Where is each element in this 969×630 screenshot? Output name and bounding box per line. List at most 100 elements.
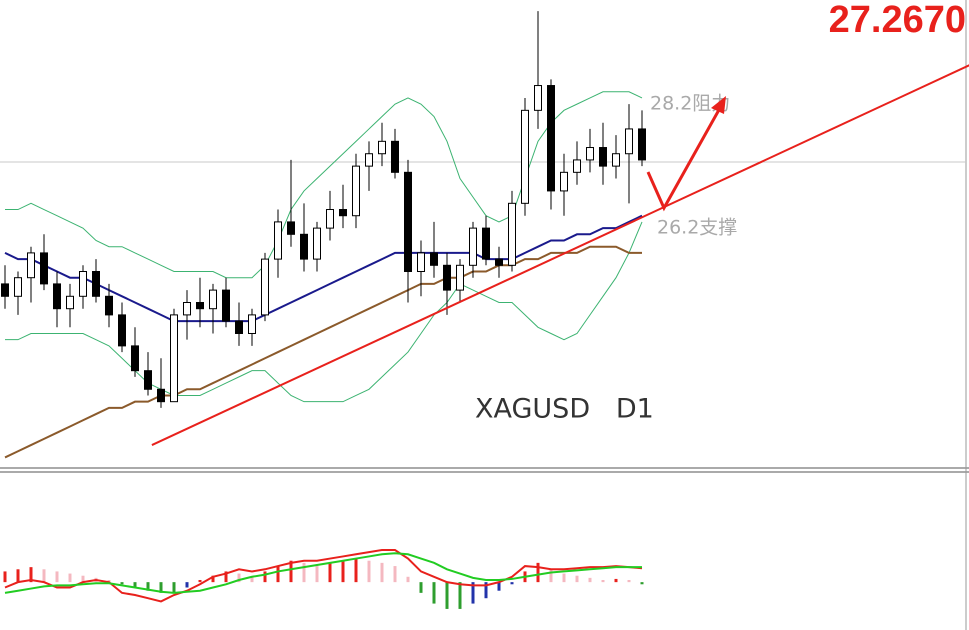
candle-body <box>456 264 464 291</box>
arrows <box>646 96 726 212</box>
indicator-line <box>5 91 643 279</box>
indicator-line <box>4 245 642 459</box>
candle-body <box>547 85 555 192</box>
histogram-bar <box>601 580 605 583</box>
candle-body <box>417 252 425 273</box>
candle-body <box>560 171 568 192</box>
histogram-bar <box>458 582 462 609</box>
histogram-bar <box>237 573 241 583</box>
candle-body <box>40 252 48 285</box>
histogram-bar <box>172 582 176 593</box>
candle-body <box>196 301 204 310</box>
histogram-bar <box>471 582 475 604</box>
histogram-bar <box>289 560 293 583</box>
candle-body <box>248 314 256 334</box>
histogram-bar <box>341 560 345 583</box>
histogram-bar <box>627 580 631 583</box>
histogram-bar <box>185 582 189 588</box>
histogram-bar <box>29 567 33 583</box>
histogram-bar <box>159 582 163 593</box>
current-price: 27.2670 <box>829 0 966 41</box>
candle-body <box>469 227 477 266</box>
candle-body <box>235 320 243 334</box>
candle-body <box>261 258 269 316</box>
histogram-bar <box>302 562 306 583</box>
histogram-bar <box>484 582 488 599</box>
candle-body <box>339 209 347 217</box>
candle-body <box>313 227 321 260</box>
trend-line <box>151 64 969 446</box>
arrow-head <box>711 96 726 114</box>
histogram-bar <box>367 560 371 583</box>
candle-body <box>430 252 438 266</box>
histogram-bar <box>354 558 358 583</box>
candle-body <box>326 209 334 229</box>
histogram-bar <box>3 571 7 583</box>
candle-body <box>599 147 607 167</box>
histogram-bar <box>510 582 514 585</box>
candle-body <box>157 388 165 403</box>
candle-body <box>274 221 282 260</box>
histogram-bar <box>406 576 410 583</box>
histogram-bar <box>497 582 501 591</box>
histogram-bar <box>55 571 59 583</box>
candle-body <box>144 370 152 390</box>
macd-line <box>4 552 642 594</box>
histogram-bar <box>120 582 124 585</box>
histogram-bar <box>16 569 20 583</box>
candle-body <box>586 147 594 161</box>
candle-body <box>508 202 516 266</box>
histogram-bar <box>68 573 72 583</box>
candle-body <box>573 159 581 173</box>
candle-body <box>495 258 503 266</box>
histogram-bar <box>562 573 566 583</box>
indicator-line <box>5 221 643 403</box>
candle-body <box>287 221 295 235</box>
level-label: 28.2阻力 <box>650 93 730 115</box>
histogram-bar <box>328 562 332 583</box>
histogram-bar <box>445 582 449 609</box>
candle-body <box>443 264 451 291</box>
histogram-bar <box>640 582 644 585</box>
histogram-bar <box>250 576 254 583</box>
candle-body <box>638 128 646 161</box>
histogram-bar <box>575 575 579 583</box>
path-arrow <box>646 107 722 212</box>
histogram-bar <box>536 562 540 583</box>
candle-body <box>1 283 9 297</box>
histogram-bar <box>263 571 267 583</box>
candle-body <box>183 301 191 316</box>
histogram-bar <box>276 566 280 583</box>
candle-body <box>131 345 139 372</box>
candle-body <box>482 227 490 260</box>
indicator-line <box>4 214 643 323</box>
candle-body <box>300 233 308 260</box>
candle-body <box>625 128 633 155</box>
candle-body <box>209 289 217 310</box>
macd-line <box>4 549 643 603</box>
histogram-bar <box>588 577 592 583</box>
histogram-bar <box>81 575 85 583</box>
histogram-bar <box>42 569 46 583</box>
chart-title: XAGUSD D1 <box>475 394 654 425</box>
candle-body <box>105 295 113 316</box>
histogram-bar <box>146 582 150 591</box>
histogram-bar <box>432 582 436 604</box>
candle-body <box>391 140 399 173</box>
histogram-bar <box>393 566 397 583</box>
candle-body <box>378 140 386 155</box>
histogram-bar <box>133 582 137 588</box>
candle-body <box>170 314 178 403</box>
candle-body <box>53 283 61 310</box>
histogram-bar <box>419 582 423 593</box>
candle-body <box>92 271 100 297</box>
candle-body <box>612 153 620 167</box>
histogram-bar <box>224 571 228 583</box>
histogram-bar <box>380 562 384 583</box>
candle-body <box>521 109 529 204</box>
candle-body <box>352 165 360 217</box>
histogram-bar <box>211 575 215 583</box>
histogram-bar <box>549 569 553 583</box>
